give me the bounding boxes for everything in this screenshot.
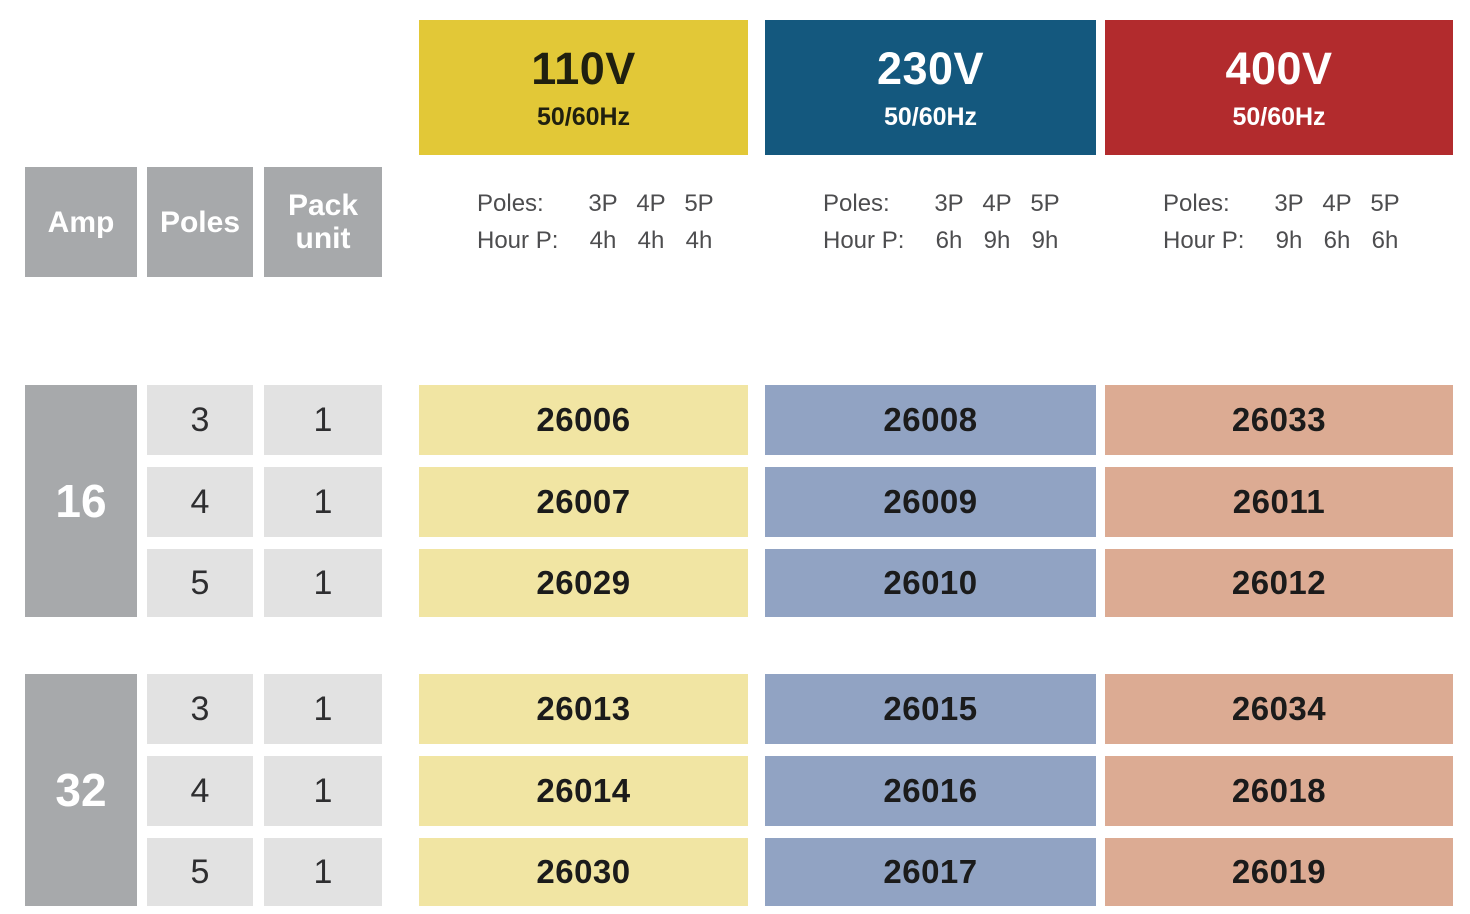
product-code-cell: 26015 bbox=[765, 674, 1096, 744]
product-code-cell: 26014 bbox=[419, 756, 748, 826]
pack-unit-cell: 1 bbox=[264, 838, 382, 906]
poles-spec-value: 5P bbox=[684, 189, 714, 217]
poles-spec-row: Poles: 3P 4P 5P bbox=[1163, 190, 1453, 218]
poles-spec-row: Poles: 3P 4P 5P bbox=[823, 190, 1096, 218]
hour-spec-label: Hour P: bbox=[823, 226, 905, 254]
hour-spec-value: 9h bbox=[983, 226, 1011, 254]
product-code-cell: 26011 bbox=[1105, 467, 1453, 537]
product-code-cell: 26034 bbox=[1105, 674, 1453, 744]
hour-spec-row: Hour P: 6h 9h 9h bbox=[823, 227, 1096, 255]
voltage-label: 110V bbox=[531, 43, 636, 94]
poles-cell: 5 bbox=[147, 838, 253, 906]
amp-column-header: Amp bbox=[25, 167, 137, 277]
hour-spec-value: 6h bbox=[1323, 226, 1351, 254]
hour-spec-value: 9h bbox=[1275, 226, 1303, 254]
poles-column-header: Poles bbox=[147, 167, 253, 277]
product-code-cell: 26006 bbox=[419, 385, 748, 455]
frequency-label: 50/60Hz bbox=[1232, 103, 1326, 131]
product-code-cell: 26010 bbox=[765, 549, 1096, 617]
hour-spec-label: Hour P: bbox=[1163, 226, 1245, 254]
poles-spec-value: 4P bbox=[636, 189, 666, 217]
product-code-cell: 26030 bbox=[419, 838, 748, 906]
poles-spec-value: 4P bbox=[982, 189, 1012, 217]
voltage-header-230v: 230V 50/60Hz bbox=[765, 20, 1096, 155]
pack-unit-cell: 1 bbox=[264, 756, 382, 826]
poles-spec-label: Poles: bbox=[823, 189, 890, 217]
pack-unit-cell: 1 bbox=[264, 467, 382, 537]
poles-spec-value: 5P bbox=[1370, 189, 1400, 217]
product-code-cell: 26018 bbox=[1105, 756, 1453, 826]
spec-block-400v: Poles: 3P 4P 5P Hour P: 9h 6h 6h bbox=[1105, 181, 1453, 264]
poles-cell: 4 bbox=[147, 756, 253, 826]
spec-block-230v: Poles: 3P 4P 5P Hour P: 6h 9h 9h bbox=[765, 181, 1096, 264]
spec-block-110v: Poles: 3P 4P 5P Hour P: 4h 4h 4h bbox=[419, 181, 748, 264]
amp-group-label-16: 16 bbox=[25, 385, 137, 617]
hour-spec-row: Hour P: 9h 6h 6h bbox=[1163, 227, 1453, 255]
poles-cell: 3 bbox=[147, 674, 253, 744]
product-code-cell: 26009 bbox=[765, 467, 1096, 537]
poles-spec-label: Poles: bbox=[1163, 189, 1230, 217]
product-code-cell: 26029 bbox=[419, 549, 748, 617]
pack-unit-cell: 1 bbox=[264, 674, 382, 744]
hour-spec-value: 4h bbox=[589, 226, 617, 254]
poles-cell: 5 bbox=[147, 549, 253, 617]
poles-spec-label: Poles: bbox=[477, 189, 544, 217]
product-code-cell: 26008 bbox=[765, 385, 1096, 455]
frequency-label: 50/60Hz bbox=[883, 103, 978, 131]
product-code-cell: 26019 bbox=[1105, 838, 1453, 906]
product-code-cell: 26017 bbox=[765, 838, 1096, 906]
pack-unit-cell: 1 bbox=[264, 385, 382, 455]
product-code-cell: 26012 bbox=[1105, 549, 1453, 617]
voltage-label: 400V bbox=[1225, 43, 1333, 94]
product-code-cell: 26007 bbox=[419, 467, 748, 537]
voltage-label: 230V bbox=[876, 43, 985, 94]
hour-spec-value: 9h bbox=[1031, 226, 1059, 254]
poles-spec-value: 5P bbox=[1030, 189, 1060, 217]
hour-spec-value: 6h bbox=[1371, 226, 1399, 254]
poles-spec-value: 3P bbox=[934, 189, 964, 217]
product-code-cell: 26016 bbox=[765, 756, 1096, 826]
poles-spec-value: 4P bbox=[1322, 189, 1352, 217]
hour-spec-row: Hour P: 4h 4h 4h bbox=[477, 227, 748, 255]
hour-spec-value: 4h bbox=[637, 226, 665, 254]
poles-spec-value: 3P bbox=[588, 189, 618, 217]
poles-spec-row: Poles: 3P 4P 5P bbox=[477, 190, 748, 218]
hour-spec-value: 6h bbox=[935, 226, 963, 254]
amp-group-label-32: 32 bbox=[25, 674, 137, 906]
product-code-cell: 26033 bbox=[1105, 385, 1453, 455]
hour-spec-value: 4h bbox=[685, 226, 713, 254]
poles-cell: 3 bbox=[147, 385, 253, 455]
product-code-cell: 26013 bbox=[419, 674, 748, 744]
voltage-header-400v: 400V 50/60Hz bbox=[1105, 20, 1453, 155]
poles-cell: 4 bbox=[147, 467, 253, 537]
hour-spec-label: Hour P: bbox=[477, 226, 559, 254]
pack-unit-cell: 1 bbox=[264, 549, 382, 617]
poles-spec-value: 3P bbox=[1274, 189, 1304, 217]
pack-unit-column-header: Pack unit bbox=[264, 167, 382, 277]
voltage-header-110v: 110V 50/60Hz bbox=[419, 20, 748, 155]
frequency-label: 50/60Hz bbox=[536, 103, 631, 131]
